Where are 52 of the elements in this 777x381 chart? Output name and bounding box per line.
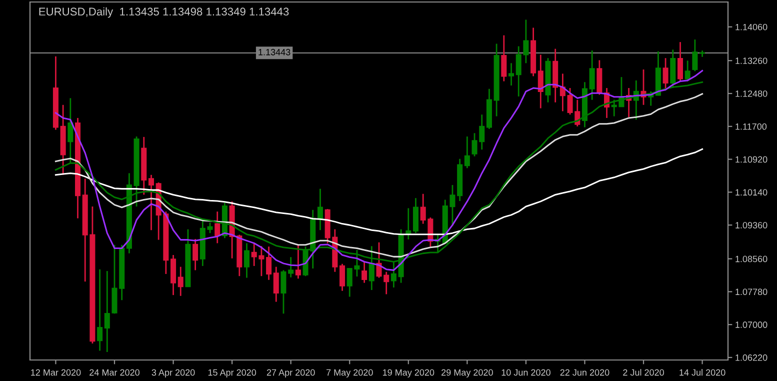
- candlestick: [677, 41, 683, 82]
- y-tick-label: 1.08560: [736, 256, 768, 262]
- candlestick: [362, 261, 368, 284]
- x-tick-label: 27 Apr 2020: [266, 369, 315, 378]
- x-tick-label: 7 May 2020: [326, 369, 373, 378]
- candlestick: [662, 57, 668, 90]
- candlestick: [412, 197, 418, 234]
- candlestick: [288, 256, 294, 278]
- candlestick: [244, 242, 250, 278]
- candlestick: [692, 38, 698, 72]
- x-tick-label: 10 Jun 2020: [502, 369, 550, 376]
- candlestick: [214, 210, 220, 244]
- candlestick: [684, 60, 690, 82]
- candlestick: [280, 269, 286, 314]
- candlestick: [464, 136, 470, 169]
- candlestick: [295, 244, 301, 280]
- x-tick-label: 24 Mar 2020: [90, 369, 140, 376]
- candlestick: [273, 266, 279, 303]
- x-tick-label: 19 May 2020: [382, 369, 434, 378]
- candlestick: [317, 188, 323, 231]
- x-tick-label: 14 Jul 2020: [680, 369, 726, 376]
- candlestick: [266, 246, 272, 281]
- y-tick-label: 1.10140: [736, 189, 768, 196]
- candlestick: [538, 54, 544, 109]
- candlestick: [97, 268, 103, 352]
- y-tick-label: 1.09360: [736, 222, 768, 228]
- candlestick: [207, 222, 213, 234]
- y-tick-label: 1.07000: [736, 322, 768, 328]
- candlestick: [508, 62, 514, 86]
- x-tick-label: 15 Apr 2020: [208, 369, 256, 378]
- candlestick: [170, 254, 176, 296]
- y-tick-label: 1.10920: [736, 156, 768, 163]
- x-tick-label: 3 Apr 2020: [152, 369, 195, 378]
- candlestick: [68, 97, 74, 164]
- candlestick: [589, 50, 595, 101]
- y-tick-label: 1.11700: [736, 123, 767, 130]
- x-tick-label: 22 Jun 2020: [560, 369, 610, 376]
- y-tick-label: 1.13260: [736, 58, 768, 64]
- chart-title: EURUSD,Daily 1.13435 1.13498 1.13349 1.13443: [39, 7, 289, 18]
- ref-line-label: 1.13443: [258, 48, 290, 56]
- x-tick-label: 2 Jul 2020: [623, 369, 664, 376]
- y-tick-label: 1.12480: [736, 90, 768, 97]
- y-tick-label: 1.14060: [736, 24, 768, 30]
- candlestick: [178, 266, 184, 297]
- candlestick: [340, 263, 346, 292]
- y-tick-label: 1.07780: [736, 288, 768, 296]
- candlestick: [501, 34, 507, 82]
- x-tick-label: 29 May 2020: [442, 369, 493, 378]
- y-tick-label: 1.06220: [736, 354, 768, 361]
- candlestick: [148, 174, 154, 231]
- candlestick: [192, 238, 198, 271]
- x-tick-label: 12 Mar 2020: [31, 369, 81, 376]
